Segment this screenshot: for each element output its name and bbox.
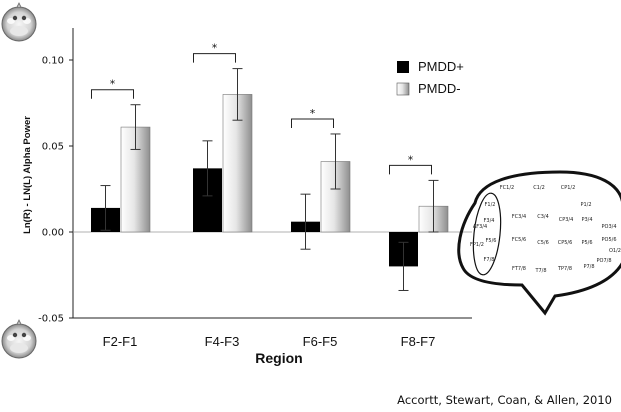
electrode-label: AF3/4 — [473, 224, 487, 230]
electrode-label: C3/4 — [537, 214, 549, 220]
electrode-label: FC3/4 — [512, 214, 526, 220]
brain-outline — [457, 170, 621, 316]
legend-label-pmdd-minus: PMDD- — [418, 81, 461, 96]
bar-pmdd-minus-f6-f5 — [320, 161, 351, 233]
electrode-label: F3/4 — [484, 218, 495, 224]
significance-star: * — [310, 107, 316, 120]
electrode-label: FC5/6 — [512, 237, 526, 243]
y-tick-label: -0.05 — [38, 314, 64, 325]
y-axis-ticks: -0.05 0.00 0.05 0.10 — [38, 56, 73, 325]
scalp-map-icon — [1, 319, 37, 359]
electrode-label: F1/2 — [485, 202, 496, 208]
y-tick-label: 0.05 — [42, 142, 64, 153]
electrode-label: C1/2 — [533, 185, 545, 191]
electrode-label: F5/6 — [486, 238, 497, 244]
significance-bracket — [291, 118, 334, 128]
electrode-label: CP5/6 — [558, 240, 573, 246]
scalp-map-icon — [1, 2, 37, 42]
y-tick-label: 0.10 — [42, 56, 64, 67]
significance-bracket — [193, 53, 236, 63]
electrode-label: P3/4 — [581, 217, 592, 223]
significance-star: * — [110, 78, 116, 91]
significance-group: * * * * — [91, 42, 432, 175]
brain-electrode-map: FC1/2 C1/2 CP1/2 F1/2 P1/2 AF3/4F3/4 FC3/4 C3/4… — [457, 170, 621, 316]
electrode-label: TP7/8 — [557, 266, 572, 272]
y-tick-label: 0.00 — [42, 228, 64, 239]
electrode-label: P5/6 — [581, 240, 592, 246]
electrode-label: P7/8 — [583, 264, 594, 270]
electrode-label: FT7/8 — [512, 266, 526, 272]
x-axis-title: Region — [255, 350, 302, 366]
legend-swatch-pmdd-minus — [396, 82, 410, 96]
electrode-label: PO3/4 — [602, 224, 617, 230]
electrode-label: CP1/2 — [561, 185, 576, 191]
x-axis-categories: F2-F1 F4-F3 F6-F5 F8-F7 — [103, 334, 436, 349]
legend: PMDD+ PMDD- — [396, 59, 464, 96]
electrode-label: C5/6 — [537, 240, 549, 246]
electrode-label: PO7/8 — [597, 258, 612, 264]
x-category-label: F4-F3 — [205, 334, 240, 349]
electrode-label: O1/2 — [609, 248, 621, 254]
x-category-label: F8-F7 — [401, 334, 436, 349]
electrode-label: CP3/4 — [559, 217, 574, 223]
electrode-label: P1/2 — [580, 202, 591, 208]
significance-bracket — [91, 89, 134, 99]
y-axis-title: Ln(R) - LN(L) Alpha Power — [22, 116, 33, 234]
electrode-label: PO5/6 — [602, 237, 617, 243]
x-category-label: F2-F1 — [103, 334, 138, 349]
electrode-label: T7/8 — [534, 268, 546, 274]
error-bar-group — [100, 68, 439, 291]
x-category-label: F6-F5 — [303, 334, 338, 349]
legend-swatch-pmdd-plus — [397, 61, 409, 73]
electrode-label: F7/8 — [484, 257, 495, 263]
significance-bracket — [389, 164, 432, 175]
electrode-label: FP1/2 — [470, 242, 484, 248]
significance-star: * — [212, 42, 218, 55]
legend-label-pmdd-plus: PMDD+ — [418, 59, 464, 74]
citation: Accortt, Stewart, Coan, & Allen, 2010 — [397, 393, 612, 407]
bar-group — [91, 94, 449, 267]
frontal-electrode-outline — [472, 192, 502, 276]
significance-star: * — [408, 153, 414, 166]
electrode-label: FC1/2 — [500, 185, 514, 191]
